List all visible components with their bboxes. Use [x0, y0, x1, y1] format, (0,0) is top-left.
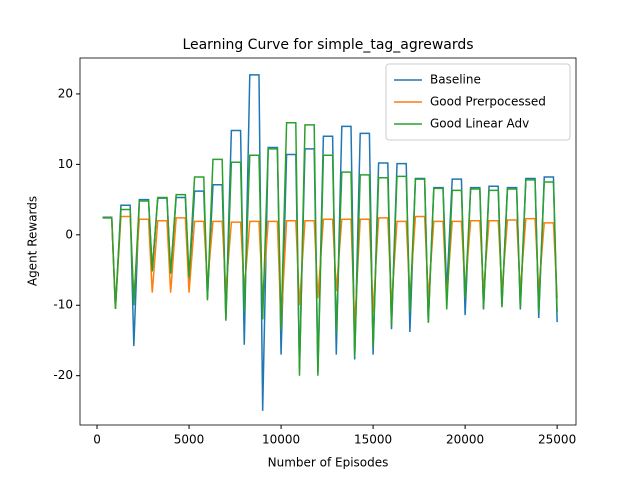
x-tick-label: 10000 — [262, 433, 300, 447]
y-tick-label: -20 — [53, 368, 73, 382]
line-series — [102, 122, 558, 376]
y-axis-label: Agent Rewards — [26, 196, 40, 286]
legend-box — [385, 63, 571, 141]
y-tick-label: 20 — [58, 86, 73, 100]
y-tick-label: 10 — [58, 157, 73, 171]
chart-title: Learning Curve for simple_tag_agrewards — [182, 37, 473, 53]
x-axis-label: Number of Episodes — [268, 456, 389, 470]
x-tick-label: 20000 — [446, 433, 484, 447]
x-tick-label: 5000 — [174, 433, 205, 447]
y-tick-label: 0 — [65, 227, 73, 241]
legend-label: Baseline — [430, 73, 481, 87]
legend-label: Good Prerpocessed — [430, 95, 546, 109]
x-tick-label: 25000 — [538, 433, 576, 447]
x-tick-label: 0 — [93, 433, 101, 447]
plot-frame — [79, 57, 577, 426]
y-tick-label: -10 — [53, 298, 73, 312]
x-tick-label: 15000 — [354, 433, 392, 447]
legend-label: Good Linear Adv — [430, 117, 529, 131]
